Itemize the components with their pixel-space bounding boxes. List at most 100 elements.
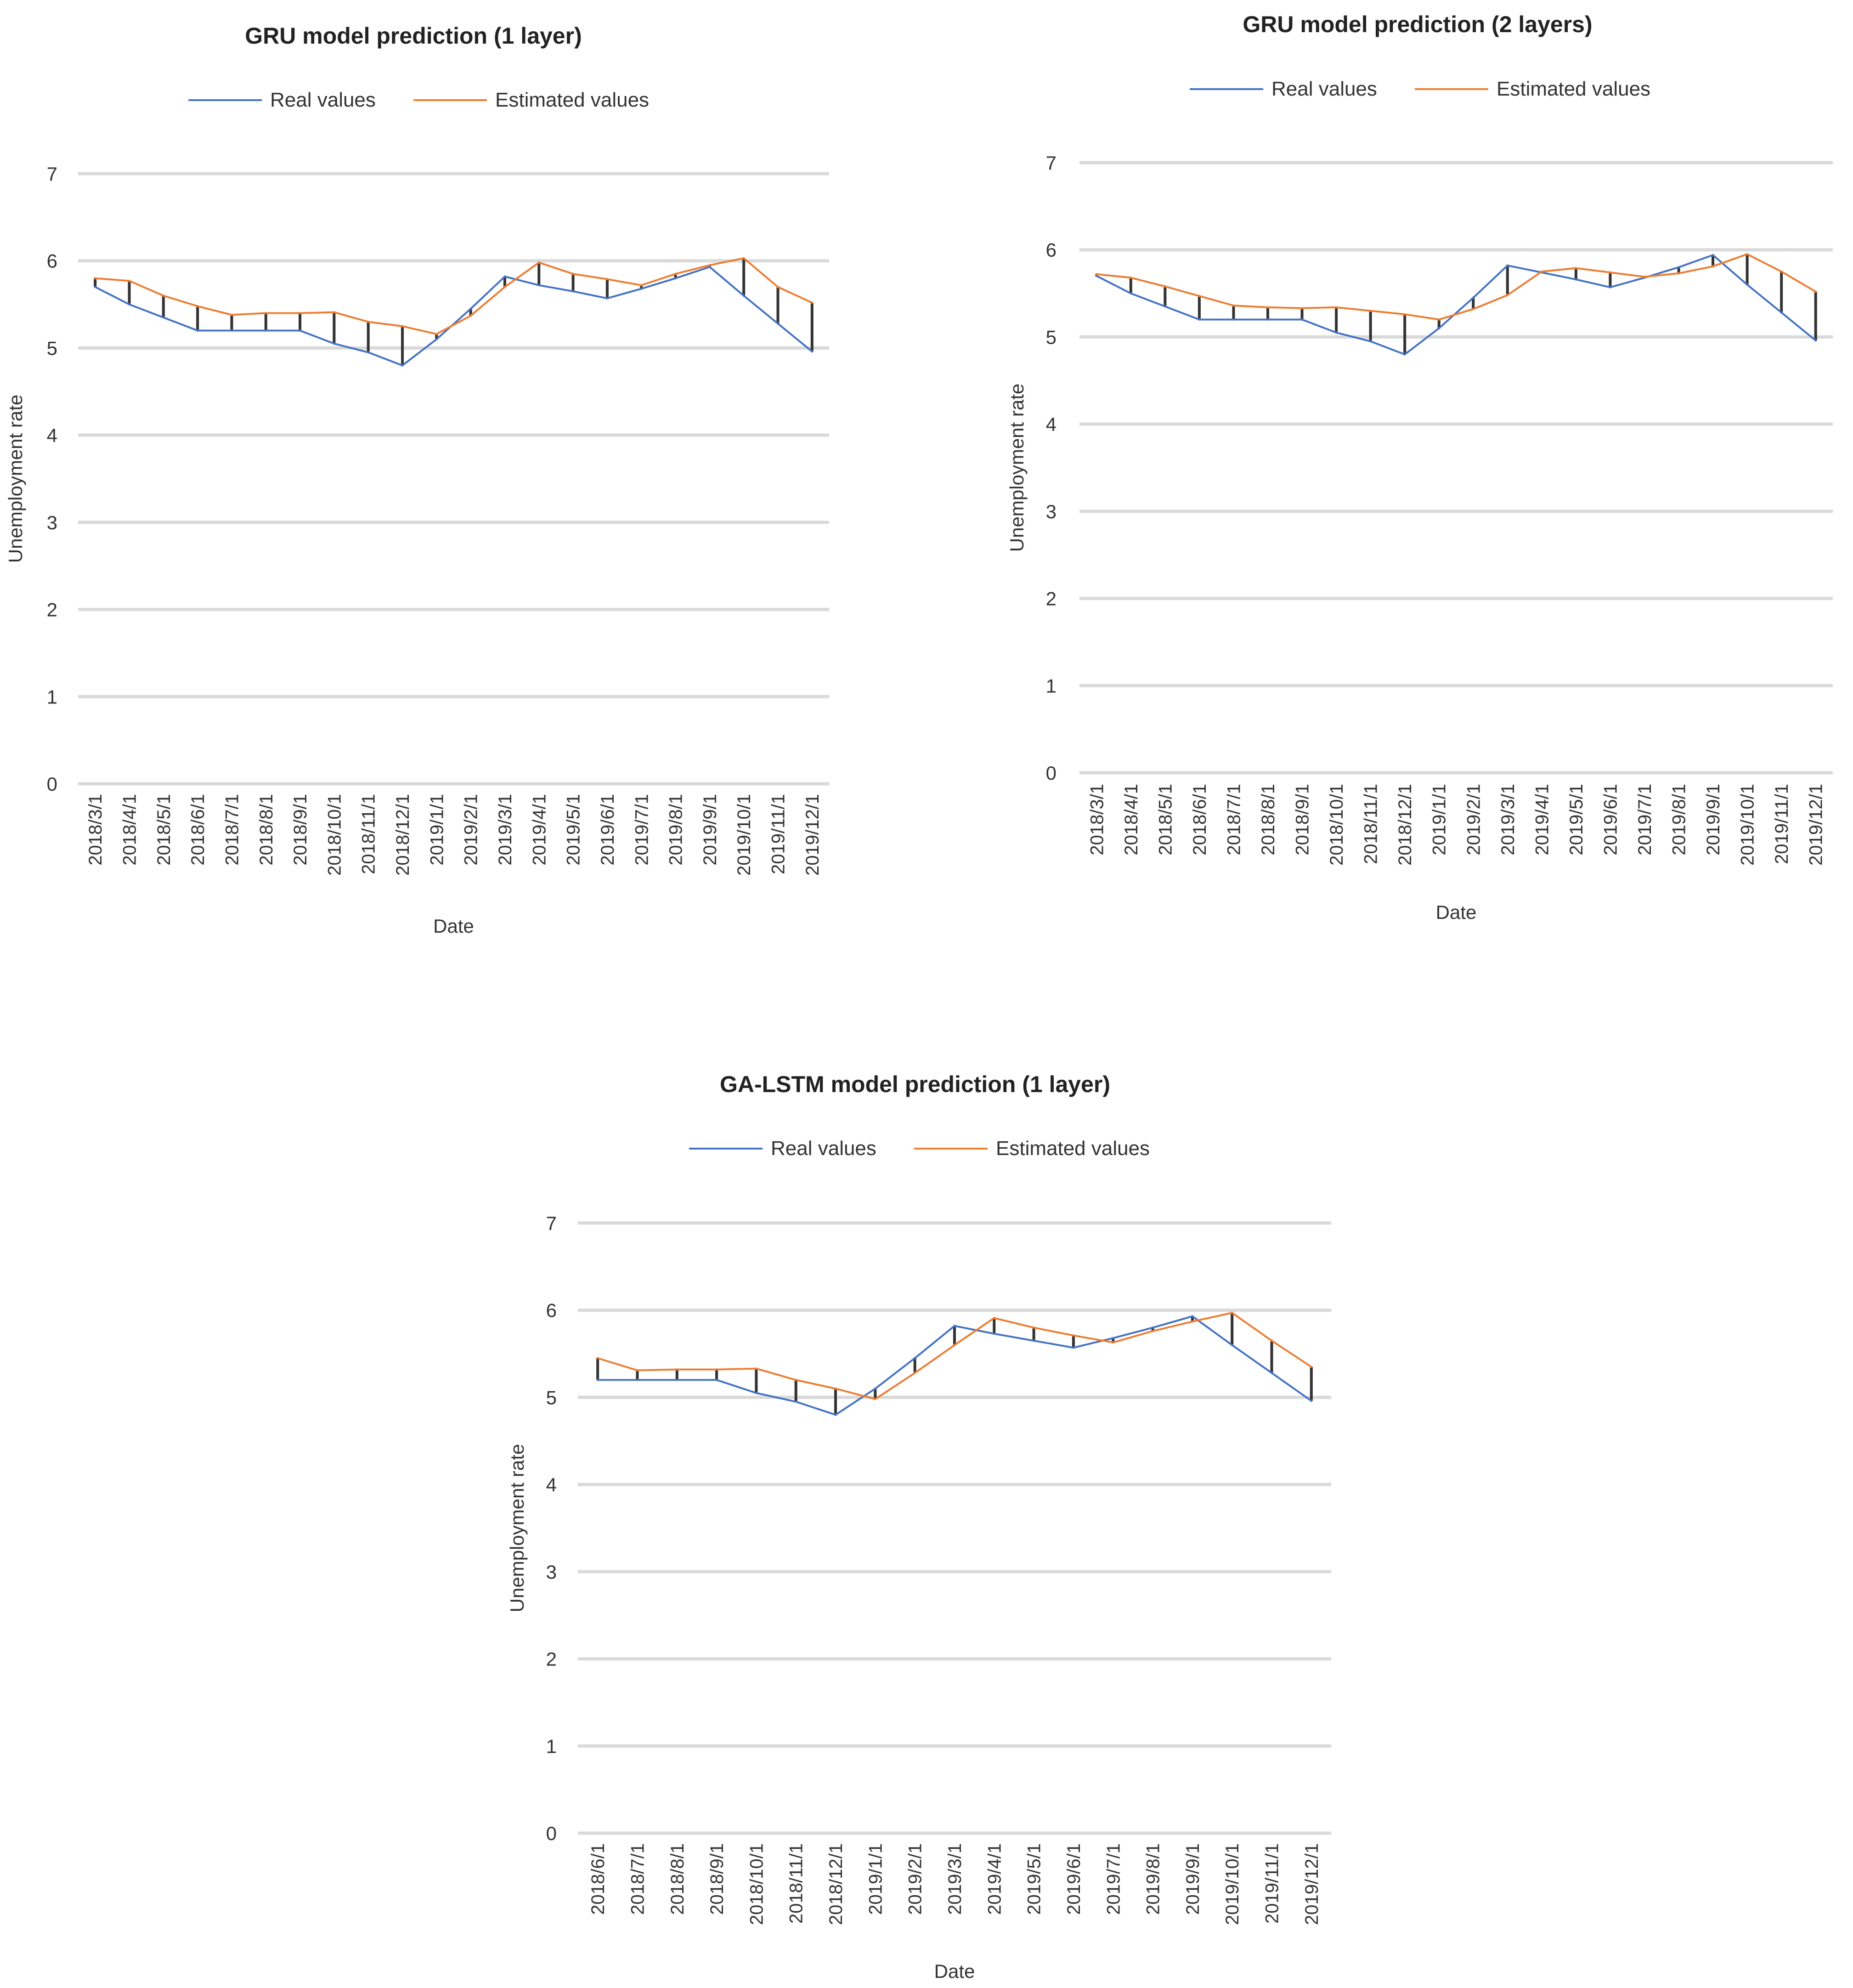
data-point-real (299, 329, 301, 332)
chart-title: GRU model prediction (2 layers) (1243, 11, 1592, 37)
x-tick-label: 2019/1/1 (427, 794, 447, 866)
data-point-estimated (1164, 285, 1166, 288)
legend-label-0: Real values (270, 89, 376, 111)
y-tick-label: 5 (546, 1387, 557, 1408)
data-point-real (333, 342, 335, 345)
x-tick-label: 2019/5/1 (1566, 784, 1587, 855)
data-point-estimated (1746, 253, 1749, 255)
data-point-estimated (469, 314, 472, 317)
data-point-real (1310, 1399, 1313, 1402)
data-point-real (1506, 264, 1509, 267)
chart-gru-1-layer: GRU model prediction (1 layer) Real value… (5, 23, 829, 937)
y-axis-label: Unemployment rate (506, 1444, 528, 1613)
data-point-real (94, 286, 96, 289)
data-point-real (469, 307, 472, 310)
series-line-real-values (1096, 254, 1816, 356)
x-tick-label: 2019/3/1 (945, 1843, 965, 1915)
x-tick-label: 2019/2/1 (1463, 784, 1484, 855)
x-tick-label: 2019/4/1 (1532, 784, 1552, 855)
legend-label-0: Real values (771, 1137, 876, 1160)
data-point-estimated (1191, 1320, 1194, 1323)
data-point-real (1575, 278, 1577, 281)
y-tick-label: 2 (1046, 588, 1056, 610)
x-tick-label: 2018/3/1 (85, 794, 106, 866)
chart-ga-lstm-1-layer: GA-LSTM model prediction (1 layer) Real v… (506, 1071, 1331, 1982)
x-tick-label: 2019/8/1 (1143, 1843, 1164, 1915)
data-point-estimated (1072, 1334, 1075, 1337)
legend-label-0: Real values (1271, 78, 1377, 100)
data-point-real (1112, 1337, 1114, 1339)
x-tick-label: 2019/3/1 (1498, 784, 1518, 855)
data-point-real (1095, 275, 1098, 278)
chart-gru-2-layers: GRU model prediction (2 layers) Real valu… (1006, 11, 1833, 923)
x-tick-label: 2019/5/1 (564, 794, 584, 866)
data-point-estimated (993, 1317, 995, 1320)
data-point-estimated (1369, 310, 1372, 312)
x-tick-label: 2018/9/1 (707, 1843, 727, 1915)
data-point-real (676, 1378, 678, 1381)
y-tick-label: 7 (546, 1212, 557, 1234)
data-point-estimated (1472, 308, 1474, 311)
data-point-real (606, 297, 609, 300)
x-tick-label: 2019/7/1 (1103, 1843, 1124, 1915)
x-tick-label: 2019/4/1 (984, 1843, 1005, 1915)
data-point-real (1746, 283, 1749, 286)
data-point-estimated (834, 1387, 837, 1390)
legend-label-1: Estimated values (1497, 78, 1650, 100)
data-point-estimated (1152, 1330, 1154, 1332)
y-axis-label: Unemployment rate (5, 395, 26, 563)
data-point-estimated (636, 1369, 638, 1372)
data-point-estimated (1198, 295, 1201, 297)
data-point-real (128, 303, 130, 306)
data-point-real (708, 266, 711, 268)
data-point-estimated (503, 286, 506, 289)
data-point-real (1231, 1344, 1233, 1347)
x-tick-label: 2019/7/1 (632, 794, 652, 866)
data-point-real (1712, 254, 1714, 256)
data-point-estimated (1231, 1311, 1233, 1314)
data-point-real (1678, 266, 1680, 269)
y-tick-label: 3 (47, 512, 57, 533)
data-point-real (674, 277, 677, 280)
y-tick-label: 0 (47, 773, 57, 795)
x-tick-label: 2018/4/1 (119, 794, 140, 866)
data-point-real (1266, 318, 1269, 321)
data-point-estimated (1095, 273, 1098, 276)
x-tick-label: 2019/8/1 (1669, 784, 1689, 855)
data-point-estimated (676, 1368, 678, 1371)
x-tick-label: 2018/3/1 (1087, 784, 1107, 855)
x-tick-label: 2019/2/1 (461, 794, 481, 866)
y-tick-label: 6 (546, 1300, 557, 1321)
x-tick-label: 2018/10/1 (1327, 784, 1347, 866)
x-tick-label: 2018/10/1 (746, 1843, 767, 1925)
x-tick-label: 2018/4/1 (1121, 784, 1141, 855)
y-tick-label: 6 (47, 250, 57, 272)
data-point-estimated (606, 278, 609, 281)
x-tick-label: 2018/9/1 (1293, 784, 1313, 855)
data-point-real (230, 329, 233, 332)
data-point-estimated (1506, 294, 1509, 296)
data-point-real (1472, 296, 1474, 299)
x-tick-label: 2019/10/1 (1738, 784, 1758, 866)
data-point-estimated (953, 1344, 956, 1347)
data-point-estimated (1033, 1326, 1035, 1329)
data-point-estimated (230, 313, 233, 316)
data-point-real (1232, 318, 1235, 321)
x-tick-label: 2018/9/1 (290, 794, 311, 866)
x-tick-label: 2018/11/1 (359, 794, 379, 874)
x-tick-label: 2018/5/1 (1155, 784, 1175, 855)
y-tick-label: 0 (546, 1823, 557, 1844)
x-tick-label: 2019/1/1 (865, 1843, 886, 1915)
data-point-real (640, 287, 643, 290)
data-point-real (401, 364, 404, 367)
data-point-estimated (1814, 290, 1817, 293)
x-axis-label: Date (433, 915, 474, 937)
data-point-real (1403, 353, 1406, 356)
data-point-estimated (1232, 304, 1235, 307)
data-point-estimated (537, 261, 540, 264)
x-tick-label: 2018/12/1 (393, 794, 413, 876)
data-point-estimated (777, 286, 780, 289)
data-point-estimated (333, 311, 335, 314)
data-point-estimated (715, 1368, 718, 1371)
x-tick-label: 2019/9/1 (1183, 1843, 1203, 1915)
